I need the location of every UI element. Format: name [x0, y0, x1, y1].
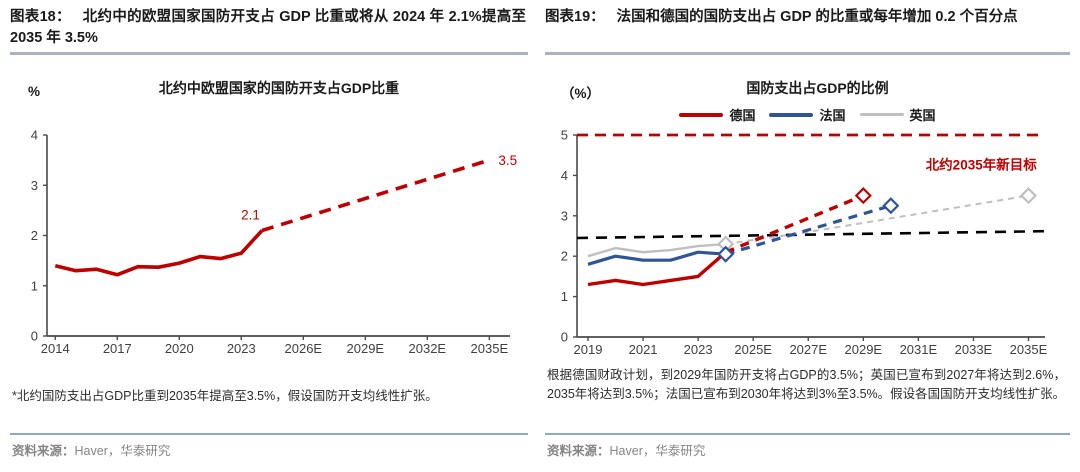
figure-18-caption: 图表18： 北约中的欧盟国家国防开支占 GDP 比重或将从 2024 年 2.1%…: [10, 7, 526, 49]
uk-line-swatch: [859, 113, 904, 116]
legend-item-germany: 德国: [679, 105, 755, 124]
svg-text:2029E: 2029E: [845, 342, 883, 357]
svg-text:4: 4: [561, 168, 568, 183]
figure-19-panel: 图表19： 法国和德国的国防支出占 GDP 的比重或每年增加 0.2 个百分点 （…: [545, 0, 1070, 472]
legend-label-france: 法国: [819, 108, 846, 123]
source-label: 资料来源：: [12, 444, 75, 458]
svg-text:2031E: 2031E: [900, 342, 938, 357]
legend: 德国 法国 英国: [545, 105, 1070, 124]
svg-text:2032E: 2032E: [409, 341, 447, 356]
svg-text:2026E: 2026E: [285, 341, 323, 356]
france-line-swatch: [769, 112, 814, 117]
source-text: Haver，华泰研究: [609, 444, 706, 458]
figure-19-caption-label: 图表19：: [545, 9, 605, 25]
source-label: 资料来源：: [547, 444, 610, 458]
figure-18-footnote: *北约国防支出占GDP比重到2035年提高至3.5%，假设国防开支均线性扩张。: [12, 389, 438, 403]
svg-text:2035E: 2035E: [471, 341, 509, 356]
source-divider: [545, 433, 1070, 435]
svg-text:2020: 2020: [165, 341, 194, 356]
figure-18-caption-text: 北约中的欧盟国家国防开支占 GDP 比重或将从 2024 年 2.1%提高至 2…: [10, 9, 526, 46]
nato-eu-defense-gdp-chart: 0 1 2 3 4 2014 2017 2020 2023 2026E 2029E 2032E 2035…: [31, 128, 517, 357]
svg-text:2: 2: [561, 249, 568, 264]
france-germany-uk-defense-gdp-chart: 0 1 2 3 4 5 2019 2021 2023 2025E 2027E 2029E 2031E 20…: [561, 128, 1048, 358]
figure-18-source: 资料来源：Haver，华泰研究: [12, 440, 170, 459]
caption-divider: [545, 52, 1070, 55]
svg-text:北约2035年新目标: 北约2035年新目标: [926, 156, 1038, 172]
source-text: Haver，华泰研究: [74, 444, 171, 458]
germany-line-swatch: [679, 112, 724, 117]
svg-text:2035E: 2035E: [1010, 342, 1048, 357]
svg-text:2.1: 2.1: [241, 207, 260, 222]
source-divider: [10, 433, 528, 435]
figure-18-caption-label: 图表18：: [10, 9, 71, 25]
svg-text:5: 5: [561, 128, 568, 143]
caption-divider: [10, 52, 528, 55]
figure-19-caption-text: 法国和德国的国防支出占 GDP 的比重或每年增加 0.2 个百分点: [616, 9, 1018, 25]
svg-text:2014: 2014: [41, 341, 70, 356]
svg-text:2019: 2019: [574, 342, 603, 357]
svg-text:3: 3: [561, 208, 568, 223]
y-axis-unit-label: （%）: [561, 86, 601, 101]
svg-text:2: 2: [31, 228, 38, 243]
legend-item-uk: 英国: [859, 105, 936, 124]
svg-text:2029E: 2029E: [347, 341, 385, 356]
chart-title-nato-eu: 北约中欧盟国家的国防开支占GDP比重: [158, 80, 400, 96]
legend-label-germany: 德国: [729, 108, 756, 123]
figure-18-panel: 图表18： 北约中的欧盟国家国防开支占 GDP 比重或将从 2024 年 2.1%…: [10, 0, 528, 472]
svg-text:3: 3: [31, 178, 38, 193]
svg-text:2023: 2023: [684, 342, 713, 357]
svg-text:2021: 2021: [629, 342, 658, 357]
figure-19-caption: 图表19： 法国和德国的国防支出占 GDP 的比重或每年增加 0.2 个百分点: [545, 7, 1068, 28]
figure-19-footnote: 根据德国财政计划，到2029年国防开支将占GDP的3.5%；英国已宣布到2027…: [547, 368, 1066, 401]
legend-item-france: 法国: [769, 105, 846, 124]
svg-text:2023: 2023: [227, 341, 256, 356]
svg-text:0: 0: [31, 329, 38, 344]
legend-label-uk: 英国: [909, 108, 936, 123]
svg-text:2027E: 2027E: [789, 342, 827, 357]
figure-19-source: 资料来源：Haver，华泰研究: [547, 440, 705, 459]
svg-text:2017: 2017: [103, 341, 132, 356]
svg-text:1: 1: [31, 278, 38, 293]
svg-text:0: 0: [561, 330, 568, 345]
y-axis-unit-label: %: [28, 84, 41, 99]
svg-text:2025E: 2025E: [734, 342, 772, 357]
svg-text:3.5: 3.5: [498, 153, 517, 168]
svg-text:1: 1: [561, 289, 568, 304]
chart-title-defense-gdp-ratio: 国防支出占GDP的比例: [746, 80, 889, 96]
svg-text:2033E: 2033E: [955, 342, 993, 357]
svg-text:4: 4: [31, 128, 38, 143]
